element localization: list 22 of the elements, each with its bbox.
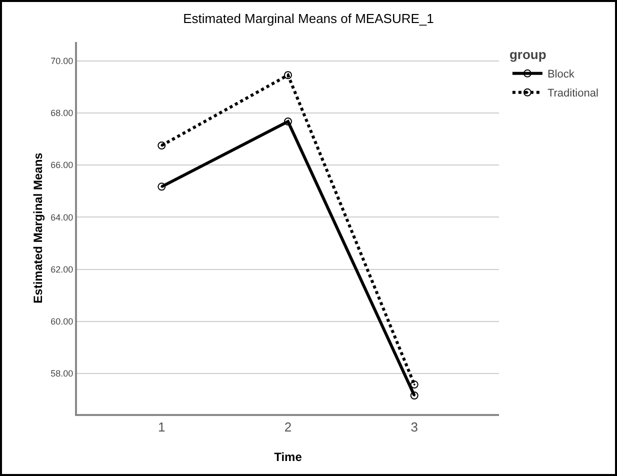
y-axis-title: Estimated Marginal Means	[31, 152, 45, 304]
legend-label: Traditional	[547, 88, 598, 100]
y-tick-label: 70.00	[50, 56, 74, 66]
legend-label: Block	[547, 68, 575, 81]
y-tick-label: 64.00	[50, 212, 74, 222]
y-tick-label: 58.00	[50, 368, 74, 379]
x-tick-label: 2	[284, 420, 292, 435]
point	[410, 380, 418, 389]
chart-title: Estimated Marginal Means of MEASURE_1	[183, 10, 434, 26]
point	[284, 71, 292, 80]
y-tick-label: 62.00	[50, 264, 74, 274]
x-tick-label: 3	[410, 420, 418, 435]
point	[158, 141, 166, 150]
legend-title: group	[509, 46, 546, 62]
y-tick-label: 66.00	[50, 160, 74, 170]
y-tick-label: 60.00	[50, 316, 74, 327]
point	[410, 391, 418, 400]
x-tick-label: 1	[158, 420, 166, 435]
point	[158, 182, 166, 191]
y-tick-label: 68.00	[50, 108, 74, 118]
point	[284, 118, 292, 126]
x-axis-title: Time	[274, 450, 302, 464]
